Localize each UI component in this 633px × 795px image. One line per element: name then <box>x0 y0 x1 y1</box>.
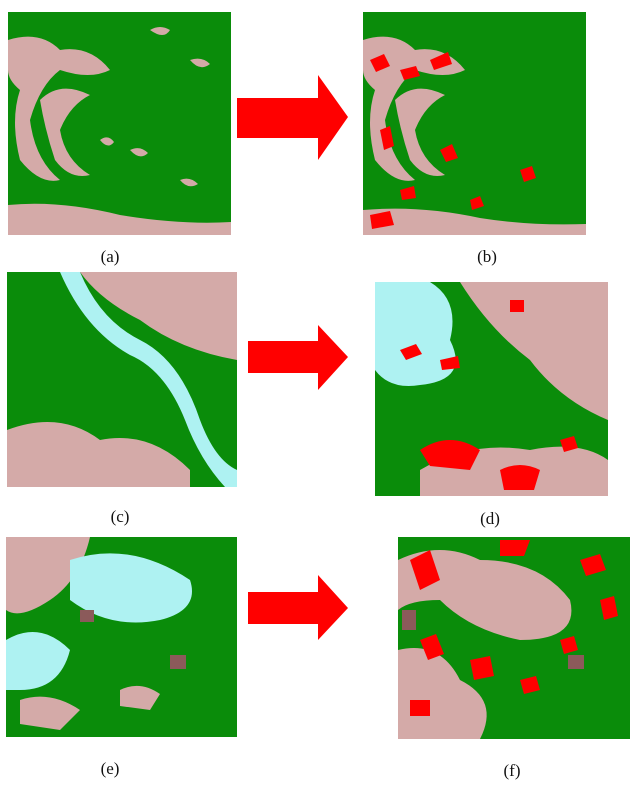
caption: (f) <box>504 761 521 780</box>
arrow <box>237 75 348 160</box>
arrow <box>248 575 348 640</box>
caption: (e) <box>101 759 120 778</box>
caption: (d) <box>480 509 500 528</box>
map-panel-a <box>8 12 231 235</box>
caption: (c) <box>111 507 130 526</box>
figure: (a) (b) (c) (d) (e) (f) <box>0 0 633 795</box>
map-panel-c <box>7 272 237 487</box>
map-panel-e <box>6 537 237 737</box>
caption: (b) <box>477 247 497 266</box>
map-panel-f <box>398 537 630 739</box>
map-panel-d <box>375 282 608 496</box>
caption: (a) <box>101 247 120 266</box>
arrow <box>248 325 348 390</box>
map-panel-b <box>363 12 586 235</box>
